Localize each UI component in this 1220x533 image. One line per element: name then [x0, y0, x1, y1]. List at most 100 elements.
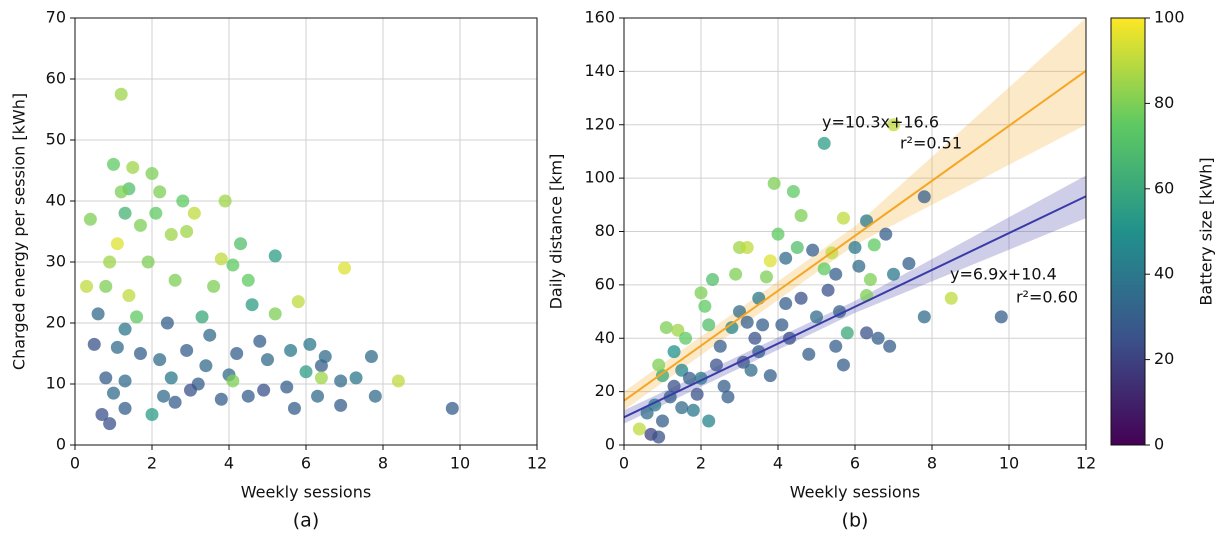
y-tick-label: 60: [595, 274, 615, 293]
colorbar-tick-label: 40: [1154, 264, 1174, 283]
point: [349, 371, 363, 385]
point: [675, 363, 689, 377]
point: [840, 326, 854, 340]
point: [130, 310, 144, 324]
point: [180, 343, 194, 357]
point: [160, 316, 174, 330]
point: [767, 176, 781, 190]
y-axis-label: Charged energy per session [kWh]: [10, 93, 29, 370]
point: [836, 358, 850, 372]
point: [261, 353, 274, 367]
point: [284, 343, 298, 357]
y-tick-label: 40: [595, 328, 615, 347]
point: [280, 380, 294, 394]
point: [338, 261, 351, 275]
point: [763, 254, 777, 268]
point: [118, 206, 132, 220]
point: [203, 328, 217, 342]
point: [667, 379, 681, 393]
point: [164, 371, 178, 385]
point: [226, 258, 240, 272]
point: [667, 345, 681, 359]
point: [994, 310, 1008, 324]
point: [118, 322, 132, 336]
point: [775, 318, 789, 332]
x-tick-label: 2: [696, 454, 706, 473]
point: [184, 383, 197, 397]
plot-frame: [623, 17, 1087, 446]
y-tick-label: 80: [595, 221, 615, 240]
x-tick-label: 2: [147, 454, 157, 473]
point: [717, 379, 731, 393]
point: [164, 228, 178, 242]
point: [675, 401, 689, 415]
point: [632, 422, 646, 436]
point: [303, 337, 317, 351]
y-tick-label: 70: [46, 8, 66, 27]
point: [887, 267, 900, 281]
point: [848, 241, 862, 255]
point: [314, 371, 328, 385]
point: [180, 225, 194, 238]
caption: (a): [293, 510, 319, 532]
point: [168, 395, 182, 409]
point: [779, 251, 793, 265]
point: [763, 369, 777, 383]
point: [187, 206, 201, 220]
point: [368, 389, 382, 403]
point: [752, 291, 766, 305]
point: [656, 369, 669, 383]
point: [391, 374, 405, 388]
point: [245, 298, 259, 312]
colorbar-tick-label: 0: [1154, 435, 1164, 454]
point: [83, 212, 97, 226]
point: [110, 340, 124, 354]
point: [218, 194, 232, 208]
point: [241, 389, 255, 403]
x-tick-label: 6: [301, 454, 311, 473]
point: [887, 118, 900, 132]
point: [671, 323, 685, 337]
point: [234, 237, 248, 251]
point: [299, 365, 313, 379]
point: [311, 389, 325, 403]
colorbar: [1110, 17, 1146, 446]
point: [364, 350, 378, 364]
point: [241, 273, 255, 287]
point: [679, 331, 693, 345]
point: [99, 371, 113, 385]
point: [740, 315, 754, 329]
point: [168, 273, 182, 287]
point: [107, 157, 120, 171]
point: [114, 87, 128, 101]
point: [863, 273, 877, 287]
point: [729, 267, 743, 281]
x-tick-label: 4: [773, 454, 783, 473]
point: [790, 241, 804, 255]
point: [836, 211, 850, 225]
point: [141, 255, 155, 269]
point: [199, 359, 213, 373]
x-tick-label: 0: [619, 454, 629, 473]
point: [821, 283, 835, 297]
fit-annotation: y=10.3x+16.6: [822, 113, 939, 132]
point: [80, 279, 94, 293]
colorbar-tick-label: 80: [1154, 93, 1174, 112]
point: [829, 267, 843, 281]
y-tick-label: 120: [584, 114, 615, 133]
point: [145, 167, 159, 181]
point: [640, 406, 654, 420]
point: [133, 218, 147, 232]
caption: (b): [842, 510, 869, 532]
y-axis-label: Daily distance [km]: [547, 154, 566, 310]
point: [253, 334, 267, 348]
colorbar-tick-label: 100: [1154, 8, 1185, 27]
point: [817, 136, 831, 150]
fit-line: [623, 70, 1087, 402]
point: [706, 273, 720, 287]
point: [334, 374, 348, 388]
point: [334, 398, 348, 412]
x-tick-label: 10: [999, 454, 1019, 473]
x-tick-label: 8: [378, 454, 388, 473]
x-tick-label: 10: [450, 454, 470, 473]
